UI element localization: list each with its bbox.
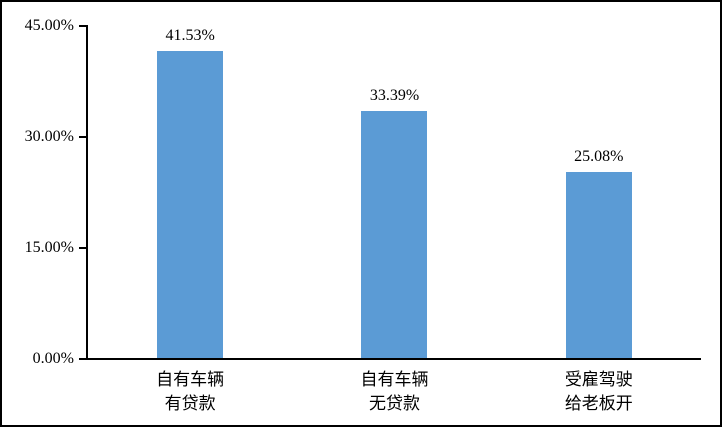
bar (157, 51, 224, 358)
category-label: 受雇驾驶 给老板开 (564, 370, 633, 413)
y-tick-label: 30.00% (24, 128, 74, 145)
category-label: 自有车辆 有贷款 (156, 370, 225, 413)
y-tick (79, 136, 86, 138)
bar-value-label: 25.08% (574, 148, 624, 165)
y-tick-label: 45.00% (24, 17, 74, 34)
x-axis (81, 358, 701, 360)
y-tick (79, 25, 86, 27)
y-tick-label: 0.00% (32, 350, 74, 367)
plot-area: 45.00% 30.00% 15.00% 0.00% 41.53% 自有车辆 有贷款 33… (25, 18, 701, 414)
bar (565, 172, 632, 358)
bar-value-label: 41.53% (165, 27, 215, 44)
bar-value-label: 33.39% (369, 87, 420, 104)
category-label: 自有车辆 无贷款 (360, 370, 429, 413)
bar-slot: 33.39% 自有车辆 无贷款 (292, 25, 496, 414)
y-tick-label: 15.00% (24, 239, 74, 256)
y-axis (86, 25, 88, 360)
bar-slot: 41.53% 自有车辆 有贷款 (88, 25, 292, 414)
bar-slot: 25.08% 受雇驾驶 给老板开 (497, 25, 701, 414)
y-tick (79, 358, 86, 360)
bar-group: 41.53% 自有车辆 有贷款 33.39% 自有车辆 无贷款 25.08% 受雇驾驶 给… (88, 25, 701, 414)
bar (361, 111, 428, 358)
y-tick (79, 247, 86, 249)
